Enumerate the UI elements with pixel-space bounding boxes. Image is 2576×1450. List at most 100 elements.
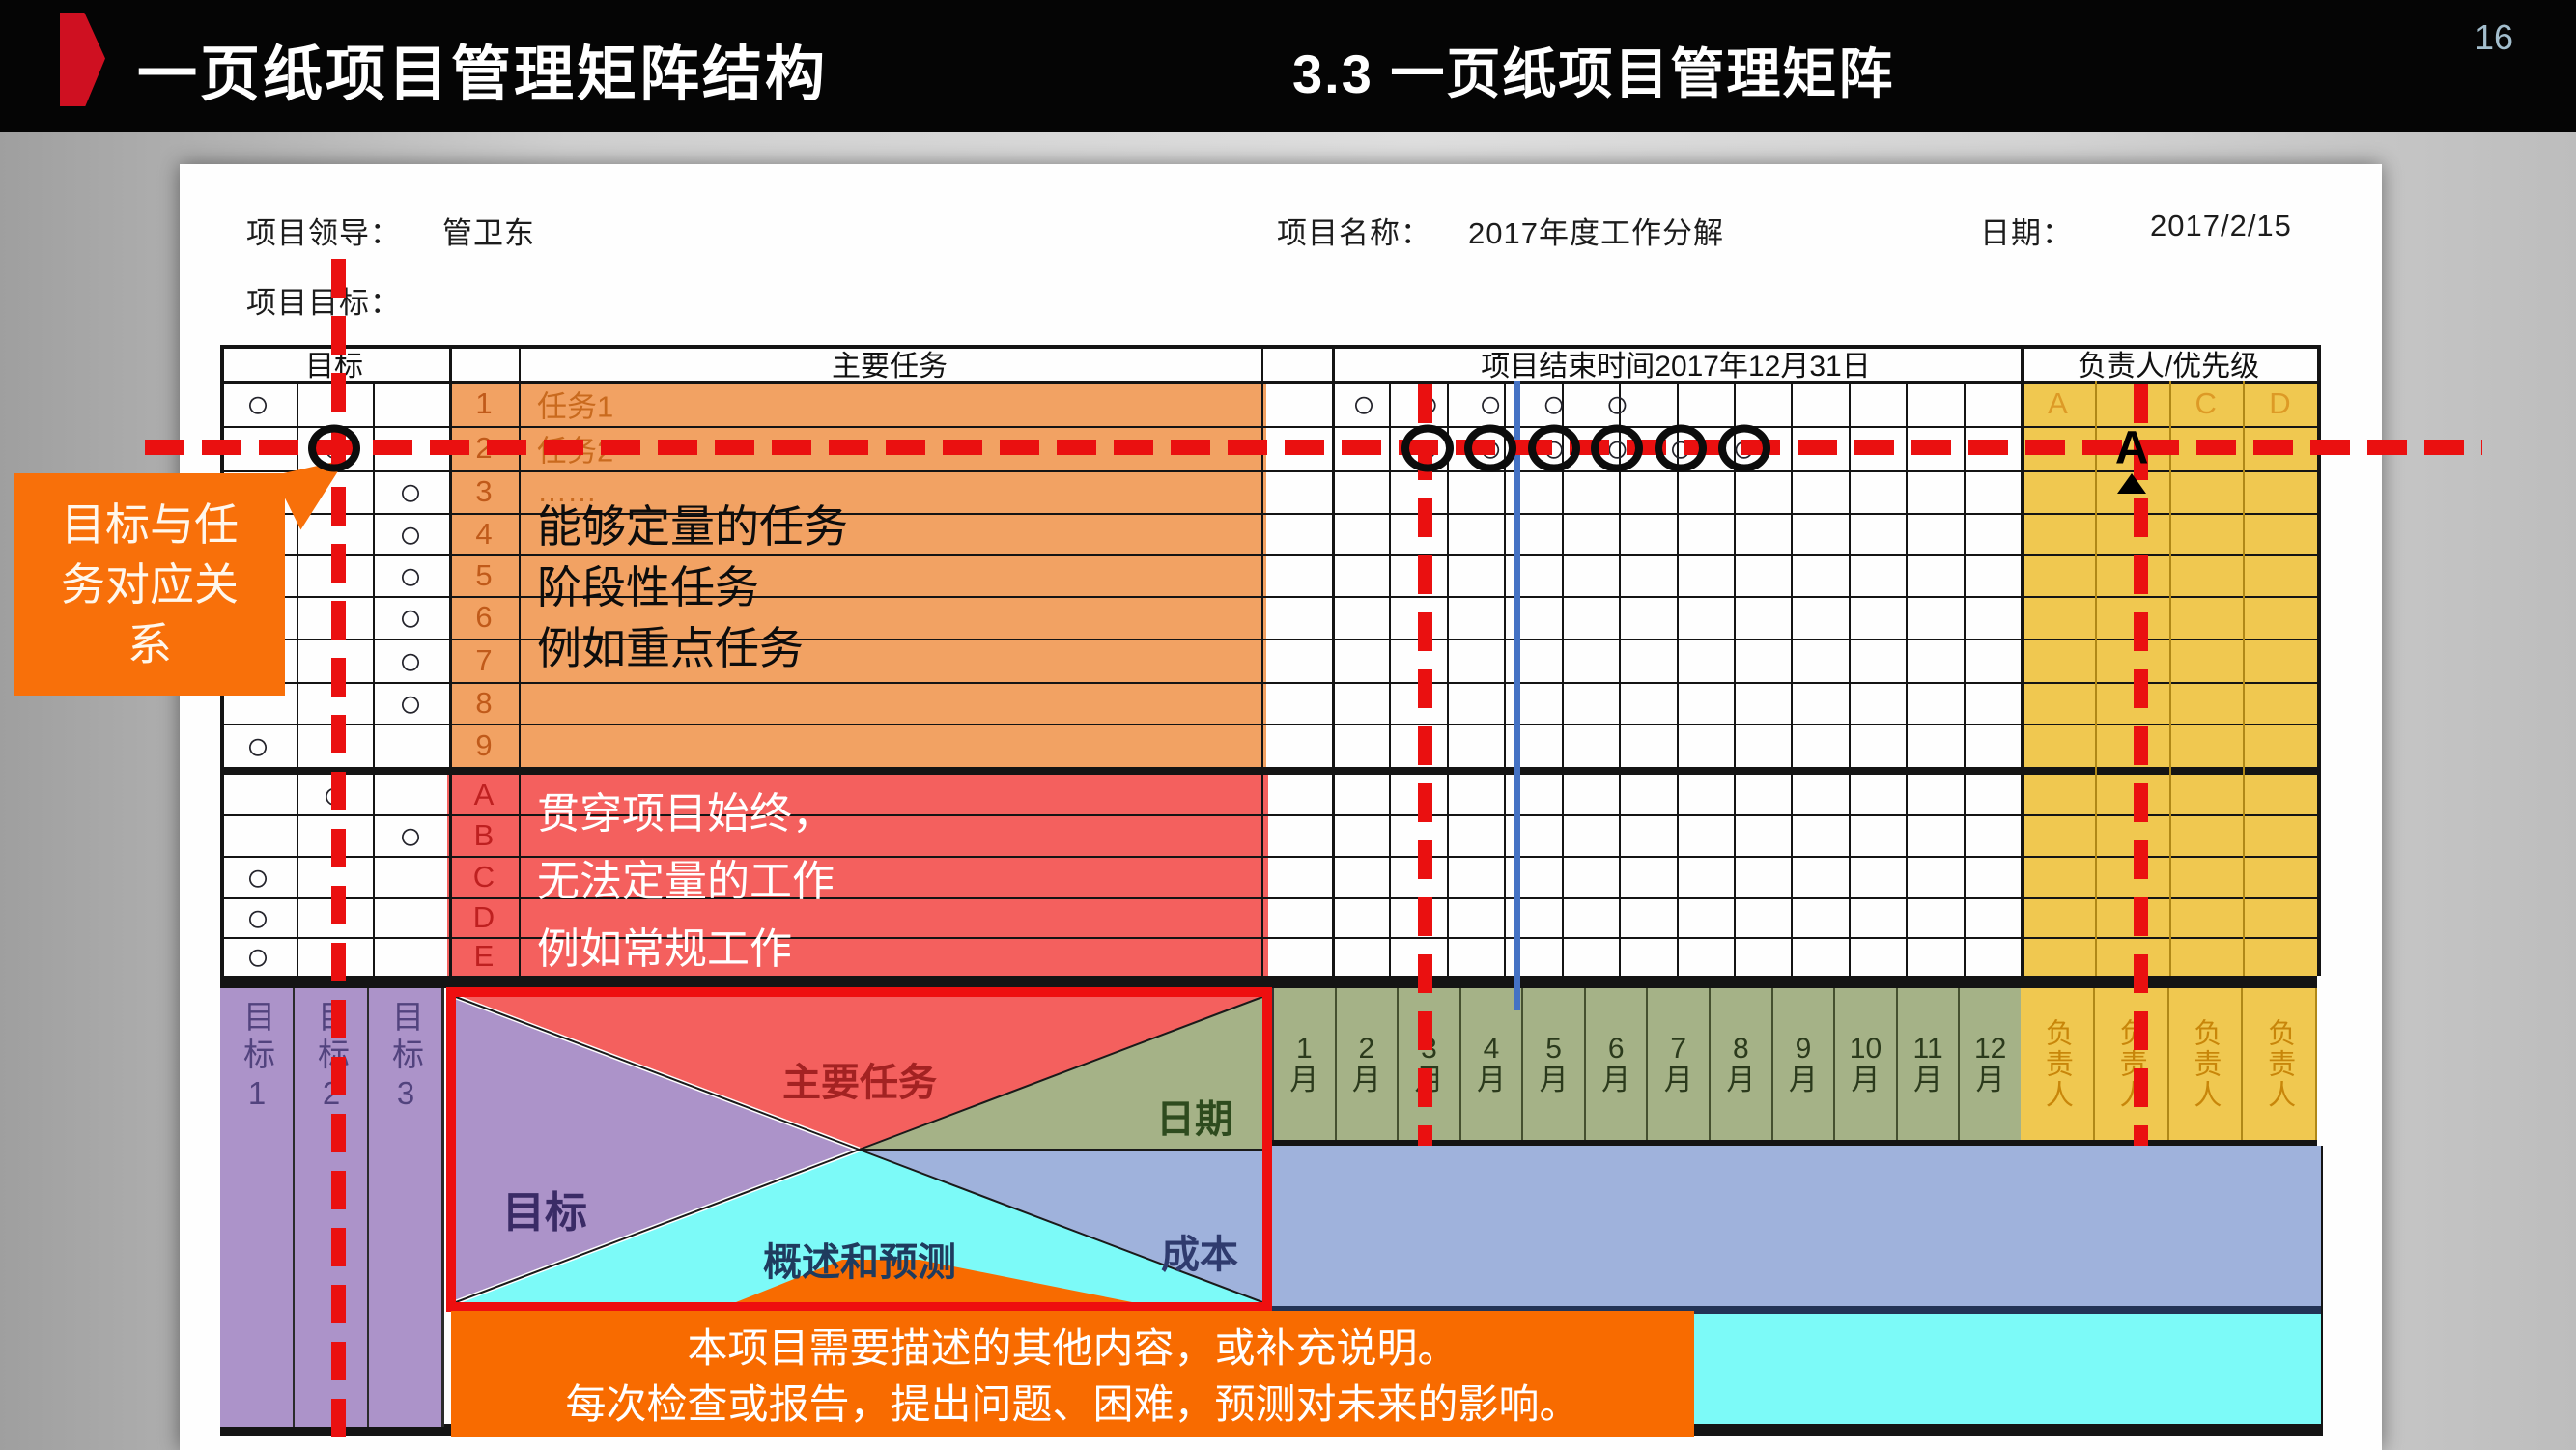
grid-line xyxy=(220,513,2317,515)
grid-line xyxy=(519,345,521,976)
emphasis-ring xyxy=(308,424,360,472)
emphasis-ring xyxy=(1527,424,1580,472)
grid-line xyxy=(220,856,2317,858)
cost-region xyxy=(1266,1146,2321,1306)
owner-labels-row: 负责人 负责人 负责人 负责人 xyxy=(2021,988,2317,1140)
date-label: 日期： xyxy=(1980,216,2073,250)
goal-task-callout: 目标与任务对应关系 xyxy=(14,473,285,696)
owner-label: 负责人 xyxy=(2041,1017,2073,1111)
grid-line xyxy=(1791,381,1793,976)
owner-cell: 负责人 xyxy=(2169,988,2244,1140)
goal-column-3: 目标3 xyxy=(369,988,444,1427)
month-unit: 月 xyxy=(1289,1064,1319,1096)
banner-line2: 每次检查或报告，提出问题、困难，预测对未来的影响。 xyxy=(565,1381,1580,1427)
diagram-date-label: 日期 xyxy=(1156,1098,1233,1141)
grid-line xyxy=(220,682,2317,684)
month-number: 1 xyxy=(1295,1032,1313,1065)
project-name-value: 2017年度工作分解 xyxy=(1468,216,1724,250)
month-unit: 月 xyxy=(1913,1064,1943,1096)
month-number: 6 xyxy=(1607,1032,1625,1065)
grid-line xyxy=(220,897,2317,899)
owner-cell: 负责人 xyxy=(2021,988,2095,1140)
goal-triangle xyxy=(456,997,860,1302)
title-bar: 一页纸项目管理矩阵结构 3.3 一页纸项目管理矩阵 16 xyxy=(0,0,2576,132)
row-label: 5 xyxy=(475,557,493,592)
month-number: 10 xyxy=(1849,1032,1882,1065)
priority-marker-arrow xyxy=(2117,473,2147,494)
routine-tasks-block xyxy=(447,773,1268,978)
owner-letter: A xyxy=(2048,385,2068,420)
cost-region-divider xyxy=(1266,1306,2321,1314)
month-number: 4 xyxy=(1483,1032,1500,1065)
routine-note: 贯穿项目始终， 无法定量的工作 例如常规工作 xyxy=(537,790,835,973)
grid-line xyxy=(220,470,2317,472)
row-label: 1 xyxy=(475,385,493,420)
grid-line xyxy=(220,639,2317,640)
grid-line xyxy=(1332,345,1335,976)
grid-line xyxy=(220,345,2317,349)
row-label: 6 xyxy=(475,600,493,634)
matrix-legend-diagram: 主要任务 日期 目标 概述和预测 成本 xyxy=(446,987,1272,1312)
grid-line xyxy=(2168,381,2171,976)
banner-line1: 本项目需要描述的其他内容，或补充说明。 xyxy=(687,1325,1458,1371)
supplement-banner: 本项目需要描述的其他内容，或补充说明。 每次检查或报告，提出问题、困难，预测对未… xyxy=(451,1311,1694,1437)
timeline-marker-line xyxy=(1514,381,1520,1010)
goal1-label: 目标1 xyxy=(239,1000,275,1117)
month-number: 5 xyxy=(1545,1032,1562,1065)
leader-label: 项目领导： xyxy=(246,216,401,250)
tasks-triangle xyxy=(456,997,1262,1150)
grid-line xyxy=(2243,381,2245,976)
header-main-tasks: 主要任务 xyxy=(832,351,948,383)
grid-line xyxy=(2021,345,2024,976)
row-label: C xyxy=(472,859,495,894)
month-number: 12 xyxy=(1973,1032,2007,1065)
grid-line xyxy=(2317,345,2321,976)
grid-line xyxy=(220,724,2317,725)
callout-text: 目标与任务对应关系 xyxy=(61,499,239,669)
priority-marker: A xyxy=(2114,422,2149,474)
month-number: 7 xyxy=(1670,1032,1687,1065)
diagram-goal-label: 目标 xyxy=(502,1189,587,1237)
goal3-label: 目标3 xyxy=(387,1000,424,1117)
task-text: 任务1 xyxy=(537,389,614,423)
grid-line xyxy=(1261,345,1263,976)
red-vertical-guide-month xyxy=(1418,384,1432,1146)
banner-pointer xyxy=(736,1260,1132,1302)
month-unit: 月 xyxy=(1351,1064,1381,1096)
page-title: 一页纸项目管理矩阵结构 xyxy=(137,42,829,108)
row-label: 9 xyxy=(475,727,493,762)
month-number: 2 xyxy=(1358,1032,1375,1065)
row-label: 8 xyxy=(475,685,493,720)
row-label: A xyxy=(473,777,495,811)
grid-line xyxy=(1677,381,1679,976)
grid-line xyxy=(1906,381,1908,976)
month-unit: 月 xyxy=(1663,1064,1693,1096)
grid-line xyxy=(1447,381,1449,976)
row-label: 4 xyxy=(475,516,493,551)
goal-column-1: 目标1 xyxy=(220,988,295,1427)
grid-line xyxy=(220,937,2317,939)
diagram-tasks-label: 主要任务 xyxy=(782,1062,937,1104)
grid-line xyxy=(1849,381,1851,976)
row-label: D xyxy=(472,899,495,934)
leader-value: 管卫东 xyxy=(442,216,535,250)
grid-line xyxy=(2095,381,2097,976)
grid-line xyxy=(220,381,2317,384)
project-goal-label: 项目目标： xyxy=(246,286,401,320)
grid-line xyxy=(220,426,2317,428)
month-cell: 10 月 xyxy=(1835,988,1898,1140)
grid-line xyxy=(220,767,2317,775)
task-text: …… xyxy=(537,474,597,508)
header-owner-priority: 负责人/优先级 xyxy=(2077,351,2260,383)
grid-line xyxy=(220,976,2317,988)
month-unit: 月 xyxy=(1975,1064,2005,1096)
grid-line xyxy=(297,381,298,976)
owner-cell: 负责人 xyxy=(2243,988,2317,1140)
red-horizontal-guide xyxy=(145,440,2482,455)
grid-line xyxy=(373,381,375,976)
